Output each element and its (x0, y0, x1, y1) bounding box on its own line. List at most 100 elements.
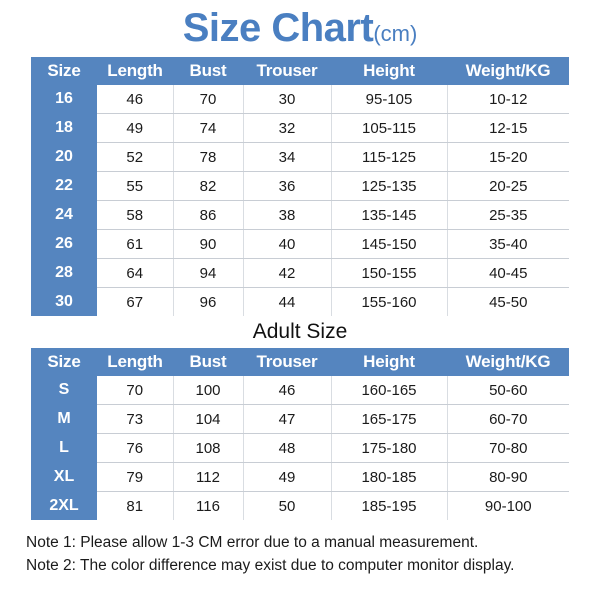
column-header-length: Length (97, 57, 173, 85)
cell-weight: 40-45 (447, 258, 569, 288)
cell-size: 20 (31, 142, 97, 172)
cell-bust: 90 (173, 229, 244, 259)
table-row: 30 67 96 44 155-160 45-50 (31, 287, 569, 316)
page-title: Size Chart(cm) (0, 0, 600, 48)
cell-height: 95-105 (331, 85, 448, 114)
cell-bust: 94 (173, 258, 244, 288)
notes-section: Note 1: Please allow 1-3 CM error due to… (12, 532, 588, 577)
cell-size: 18 (31, 113, 97, 143)
cell-height: 185-195 (331, 491, 448, 521)
cell-height: 165-175 (331, 404, 448, 435)
cell-bust: 70 (173, 85, 244, 114)
table-row: 22 55 82 36 125-135 20-25 (31, 171, 569, 201)
cell-trouser: 46 (243, 376, 332, 406)
cell-length: 55 (97, 171, 174, 201)
column-header-bust: Bust (173, 57, 243, 85)
table-row: 20 52 78 34 115-125 15-20 (31, 142, 569, 172)
cell-length: 64 (97, 258, 174, 288)
cell-weight: 70-80 (447, 433, 569, 464)
column-header-weight: Weight/KG (447, 348, 569, 377)
cell-weight: 10-12 (447, 85, 569, 114)
adult-size-table: Size Length Bust Trouser Height Weight/K… (31, 348, 569, 521)
adult-size-table-block: Size Length Bust Trouser Height Weight/K… (31, 348, 569, 521)
cell-trouser: 48 (243, 433, 332, 464)
table-row: 2XL 81 116 50 185-195 90-100 (31, 491, 569, 521)
cell-height: 105-115 (331, 113, 448, 143)
kids-size-table-block: Size Length Bust Trouser Height Weight/K… (31, 57, 569, 316)
cell-trouser: 34 (243, 142, 332, 172)
cell-bust: 108 (173, 433, 244, 464)
page-title-main: Size Chart (182, 6, 374, 50)
cell-weight: 15-20 (447, 142, 569, 172)
cell-size: 2XL (31, 491, 97, 521)
cell-trouser: 49 (243, 462, 332, 493)
cell-weight: 20-25 (447, 171, 569, 201)
cell-length: 67 (97, 287, 174, 316)
cell-bust: 78 (173, 142, 244, 172)
cell-size: 28 (31, 258, 97, 288)
cell-height: 135-145 (331, 200, 448, 230)
table-row: 28 64 94 42 150-155 40-45 (31, 258, 569, 288)
cell-bust: 100 (173, 376, 244, 406)
table-row: XL 79 112 49 180-185 80-90 (31, 462, 569, 493)
cell-bust: 112 (173, 462, 244, 493)
cell-length: 76 (97, 433, 174, 464)
adult-size-label: Adult Size (252, 320, 348, 343)
cell-length: 49 (97, 113, 174, 143)
cell-trouser: 36 (243, 171, 332, 201)
cell-trouser: 32 (243, 113, 332, 143)
cell-size: S (31, 376, 97, 405)
column-header-height: Height (331, 57, 447, 85)
table-row: 24 58 86 38 135-145 25-35 (31, 200, 569, 230)
cell-weight: 80-90 (447, 462, 569, 493)
cell-length: 70 (97, 376, 174, 406)
cell-size: L (31, 433, 97, 463)
cell-weight: 35-40 (447, 229, 569, 259)
cell-bust: 86 (173, 200, 244, 230)
cell-trouser: 47 (243, 404, 332, 435)
cell-size: 26 (31, 229, 97, 259)
cell-height: 175-180 (331, 433, 448, 464)
table-row: S 70 100 46 160-165 50-60 (31, 376, 569, 406)
cell-height: 155-160 (331, 287, 448, 316)
cell-bust: 74 (173, 113, 244, 143)
cell-length: 58 (97, 200, 174, 230)
cell-trouser: 42 (243, 258, 332, 288)
cell-weight: 60-70 (447, 404, 569, 435)
note-line-2: Note 2: The color difference may exist d… (26, 556, 515, 574)
cell-size: 22 (31, 171, 97, 201)
cell-height: 180-185 (331, 462, 448, 493)
cell-height: 160-165 (331, 376, 448, 406)
column-header-height: Height (331, 348, 447, 377)
cell-trouser: 38 (243, 200, 332, 230)
cell-height: 145-150 (331, 229, 448, 259)
cell-length: 81 (97, 491, 174, 521)
cell-bust: 116 (173, 491, 244, 521)
cell-length: 73 (97, 404, 174, 435)
cell-length: 61 (97, 229, 174, 259)
column-header-size: Size (31, 348, 97, 377)
cell-size: M (31, 404, 97, 434)
table-row: 18 49 74 32 105-115 12-15 (31, 113, 569, 143)
cell-length: 79 (97, 462, 174, 493)
cell-weight: 50-60 (447, 376, 569, 406)
cell-size: XL (31, 462, 97, 492)
column-header-trouser: Trouser (243, 348, 331, 377)
column-header-length: Length (97, 348, 173, 377)
column-header-weight: Weight/KG (447, 57, 569, 85)
cell-trouser: 40 (243, 229, 332, 259)
cell-trouser: 50 (243, 491, 332, 521)
kids-size-table: Size Length Bust Trouser Height Weight/K… (31, 57, 569, 316)
cell-bust: 82 (173, 171, 244, 201)
cell-size: 30 (31, 287, 97, 316)
cell-weight: 90-100 (447, 491, 569, 521)
table-row: 16 46 70 30 95-105 10-12 (31, 85, 569, 114)
cell-weight: 25-35 (447, 200, 569, 230)
cell-height: 125-135 (331, 171, 448, 201)
table-row: M 73 104 47 165-175 60-70 (31, 404, 569, 435)
table-header-row: Size Length Bust Trouser Height Weight/K… (31, 57, 569, 85)
page-title-unit: (cm) (373, 21, 418, 46)
table-row: 26 61 90 40 145-150 35-40 (31, 229, 569, 259)
cell-weight: 12-15 (447, 113, 569, 143)
